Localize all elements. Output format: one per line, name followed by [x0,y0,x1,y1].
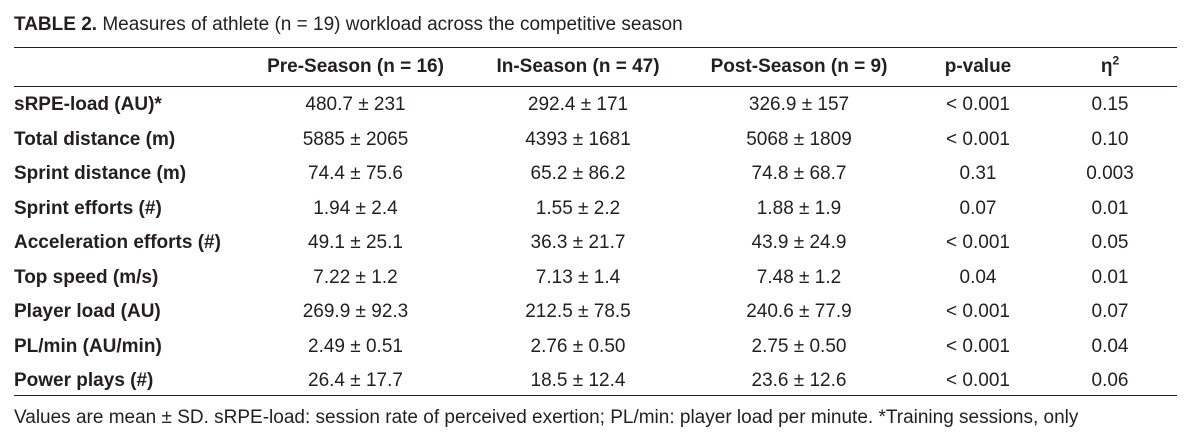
table-title: Measures of athlete (n = 19) workload ac… [102,14,683,35]
cell-measure: PL/min (AU/min) [14,335,162,357]
cell-post-season: 2.75 ± 0.50 [751,335,847,357]
cell-eta-squared: 0.07 [1091,301,1129,323]
cell-pre-season: 1.94 ± 2.4 [313,197,398,219]
cell-in-season: 36.3 ± 21.7 [530,232,626,254]
table-row: Total distance (m) 5885 ± 2065 4393 ± 1681… [14,123,1177,158]
header-measure [14,48,240,86]
cell-measure: Power plays (#) [14,370,154,392]
cell-in-season: 212.5 ± 78.5 [525,301,631,323]
cell-p-value: < 0.001 [946,335,1010,357]
cell-in-season: 18.5 ± 12.4 [530,370,626,392]
cell-p-value: < 0.001 [946,94,1010,116]
header-post-season: Post-Season (n = 9) [710,56,888,77]
cell-eta-squared: 0.01 [1091,266,1129,288]
cell-eta-squared: 0.10 [1091,128,1129,150]
cell-pre-season: 480.7 ± 231 [305,94,406,116]
cell-pre-season: 74.4 ± 75.6 [308,163,403,185]
cell-pre-season: 2.49 ± 0.51 [308,335,403,357]
cell-post-season: 74.8 ± 68.7 [751,163,847,185]
table-row: sRPE-load (AU)* 480.7 ± 231 292.4 ± 171 326… [14,86,1177,123]
cell-in-season: 65.2 ± 86.2 [530,163,626,185]
cell-eta-squared: 0.05 [1091,232,1129,254]
header-row: Pre-Season (n = 16) In-Season (n = 47) P… [14,48,1177,86]
cell-post-season: 240.6 ± 77.9 [746,301,852,323]
cell-p-value: < 0.001 [946,301,1010,323]
header-p-value: p-value [944,56,1012,77]
table-row: PL/min (AU/min) 2.49 ± 0.51 2.76 ± 0.50 2.7… [14,330,1177,365]
cell-eta-squared: 0.06 [1091,370,1129,392]
cell-in-season: 292.4 ± 171 [527,94,629,116]
table-header: Pre-Season (n = 16) In-Season (n = 47) P… [14,48,1177,86]
cell-in-season: 7.13 ± 1.4 [535,266,621,288]
cell-pre-season: 7.22 ± 1.2 [313,266,398,288]
header-pre-season: Pre-Season (n = 16) [267,56,444,77]
cell-measure: Sprint efforts (#) [14,197,162,219]
cell-measure: sRPE-load (AU)* [14,94,162,116]
cell-pre-season: 26.4 ± 17.7 [308,370,403,392]
cell-post-season: 326.9 ± 157 [748,94,850,116]
eta-superscript: 2 [1112,53,1120,68]
cell-p-value: < 0.001 [946,370,1010,392]
table-header-rule [14,86,1177,87]
cell-measure: Total distance (m) [14,128,176,150]
cell-pre-season: 5885 ± 2065 [302,128,409,150]
cell-post-season: 23.6 ± 12.6 [751,370,847,392]
cell-pre-season: 269.9 ± 92.3 [302,301,409,323]
cell-post-season: 5068 ± 1809 [746,128,852,150]
table-row: Player load (AU) 269.9 ± 92.3 212.5 ± 78.5… [14,295,1177,330]
table-row: Top speed (m/s) 7.22 ± 1.2 7.13 ± 1.4 7.48 … [14,261,1177,296]
cell-p-value: 0.04 [959,266,997,288]
table-row: Power plays (#) 26.4 ± 17.7 18.5 ± 12.4 23.… [14,364,1177,399]
table-top-rule [14,47,1177,48]
table-caption: TABLE 2. Measures of athlete (n = 19) wo… [14,12,683,38]
cell-in-season: 1.55 ± 2.2 [535,197,621,219]
cell-measure: Sprint distance (m) [14,163,187,185]
workload-table: Pre-Season (n = 16) In-Season (n = 47) P… [14,48,1177,399]
cell-post-season: 1.88 ± 1.9 [756,197,842,219]
cell-p-value: 0.07 [959,197,997,219]
cell-p-value: 0.31 [959,163,997,185]
cell-p-value: < 0.001 [946,232,1010,254]
table-number: TABLE 2. [14,14,98,35]
table-footnote: Values are mean ± SD. sRPE-load: session… [14,407,1079,428]
cell-eta-squared: 0.003 [1086,163,1134,185]
header-in-season: In-Season (n = 47) [496,56,660,77]
cell-pre-season: 49.1 ± 25.1 [308,232,403,254]
cell-p-value: < 0.001 [946,128,1010,150]
table-row: Sprint efforts (#) 1.94 ± 2.4 1.55 ± 2.2 1.… [14,192,1177,227]
header-eta-squared: η2 [1043,48,1177,86]
cell-post-season: 43.9 ± 24.9 [751,232,847,254]
table-row: Acceleration efforts (#) 49.1 ± 25.1 36.3 … [14,226,1177,261]
table-body: sRPE-load (AU)* 480.7 ± 231 292.4 ± 171 326… [14,86,1177,399]
eta-symbol: η [1100,56,1113,77]
table-row: Sprint distance (m) 74.4 ± 75.6 65.2 ± 86.… [14,157,1177,192]
cell-post-season: 7.48 ± 1.2 [756,266,842,288]
cell-measure: Acceleration efforts (#) [14,232,221,254]
cell-in-season: 2.76 ± 0.50 [530,335,626,357]
cell-measure: Top speed (m/s) [14,266,159,288]
cell-eta-squared: 0.01 [1091,197,1129,219]
cell-eta-squared: 0.15 [1091,94,1129,116]
cell-eta-squared: 0.04 [1091,335,1129,357]
cell-in-season: 4393 ± 1681 [525,128,631,150]
cell-measure: Player load (AU) [14,301,161,323]
table-bottom-rule [14,395,1177,396]
